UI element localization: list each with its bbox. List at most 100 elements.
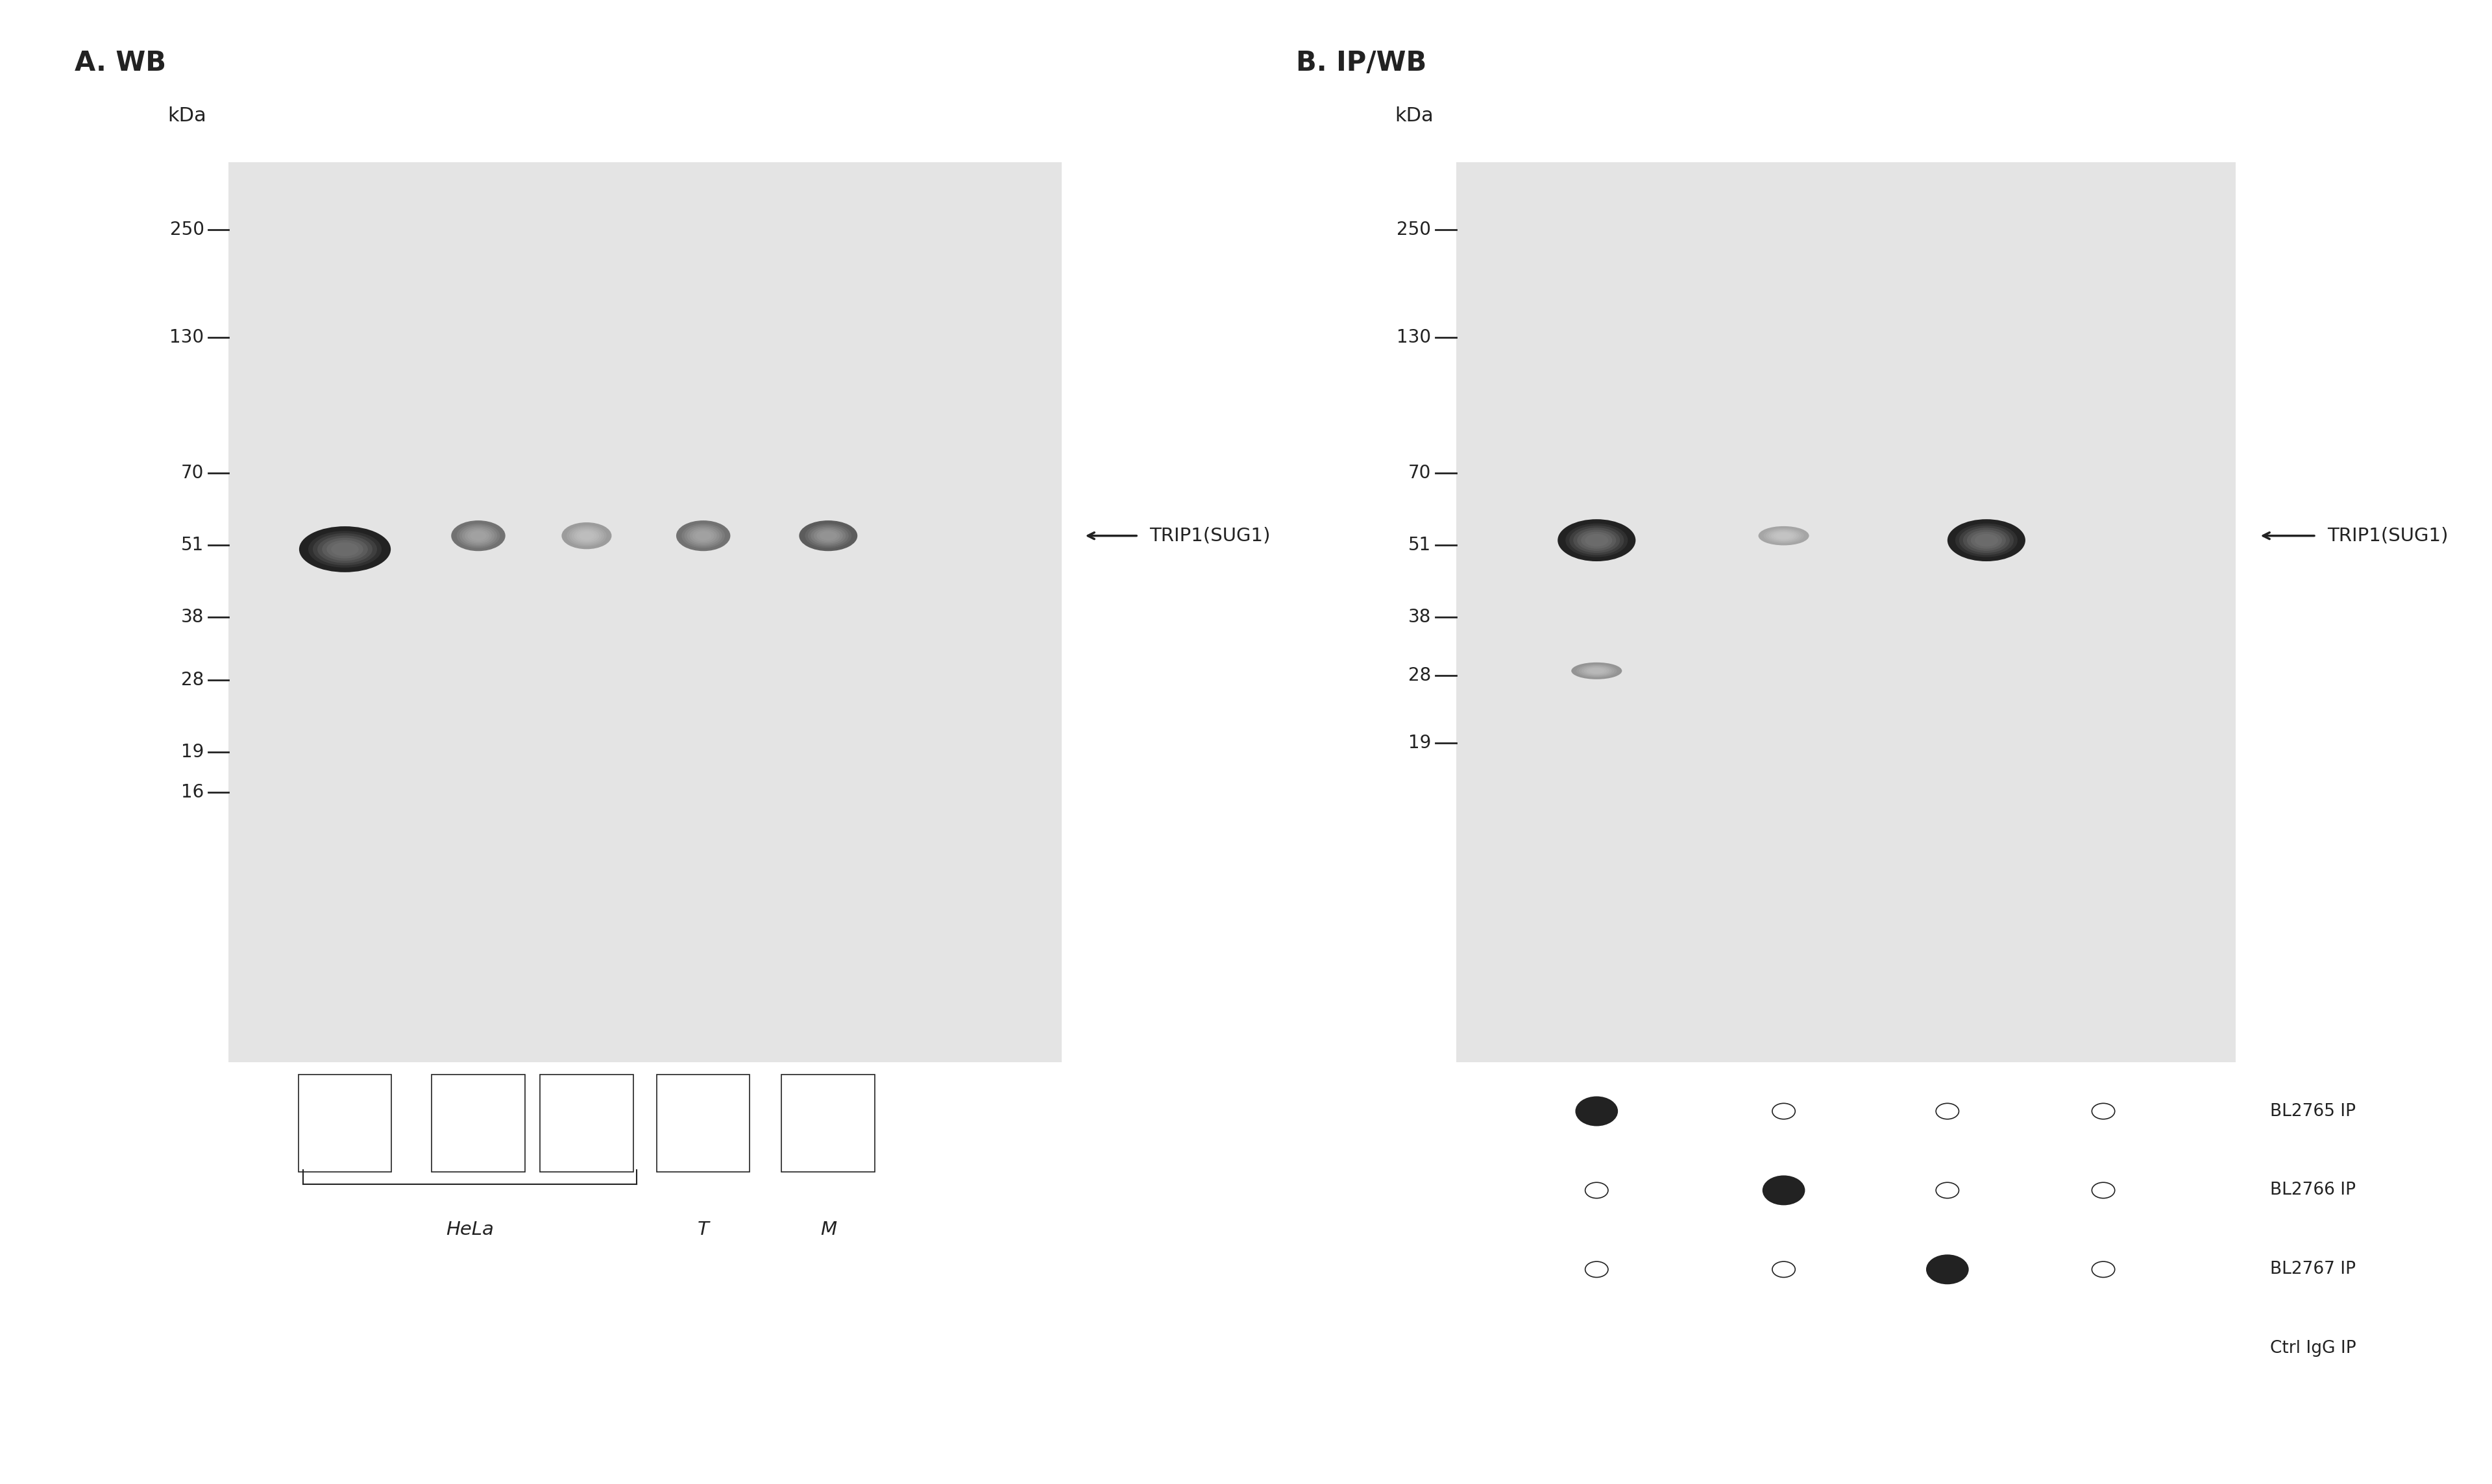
Text: 50: 50 [817,1114,840,1132]
Text: 130: 130 [169,328,204,347]
Ellipse shape [459,525,498,546]
Bar [1455,162,2235,1063]
Ellipse shape [1777,533,1792,539]
Text: B. IP/WB: B. IP/WB [1296,49,1425,77]
Ellipse shape [690,528,718,543]
Ellipse shape [464,528,491,543]
Ellipse shape [1764,528,1804,543]
Ellipse shape [683,524,725,548]
Ellipse shape [1971,531,2001,549]
Ellipse shape [571,528,601,543]
Ellipse shape [1562,521,1632,559]
Ellipse shape [1966,530,2006,551]
Ellipse shape [309,531,381,568]
FancyBboxPatch shape [658,1074,750,1172]
Ellipse shape [299,527,391,573]
Ellipse shape [1580,531,1612,549]
Text: 250: 250 [1396,221,1430,239]
Ellipse shape [802,522,855,549]
Ellipse shape [461,527,493,545]
Text: 5: 5 [581,1114,593,1132]
Ellipse shape [2083,1334,2123,1362]
Text: kDa: kDa [1396,107,1433,126]
Ellipse shape [1762,1177,1804,1205]
FancyBboxPatch shape [299,1074,391,1172]
Text: 38: 38 [182,608,204,626]
Ellipse shape [451,521,506,551]
Ellipse shape [1570,525,1625,555]
Ellipse shape [566,525,606,546]
Ellipse shape [568,527,603,545]
Ellipse shape [693,530,715,542]
FancyBboxPatch shape [541,1074,633,1172]
Text: TRIP1(SUG1): TRIP1(SUG1) [1149,527,1271,545]
Ellipse shape [1565,524,1627,556]
Ellipse shape [304,528,386,570]
Ellipse shape [573,530,598,543]
Ellipse shape [456,524,501,548]
Ellipse shape [1585,666,1610,675]
Ellipse shape [685,525,723,546]
Text: HeLa: HeLa [446,1221,493,1239]
Ellipse shape [1577,530,1617,551]
Text: BL2766 IP: BL2766 IP [2270,1181,2355,1199]
Ellipse shape [1959,525,2014,555]
Ellipse shape [561,522,611,549]
Text: BL2767 IP: BL2767 IP [2270,1261,2355,1278]
Text: 70: 70 [1408,463,1430,482]
Ellipse shape [578,531,593,540]
Ellipse shape [1964,528,2009,554]
Ellipse shape [678,522,728,549]
Ellipse shape [1956,524,2019,556]
Ellipse shape [326,540,364,558]
Ellipse shape [471,531,486,540]
Text: BL2765 IP: BL2765 IP [2270,1103,2355,1119]
Text: 15: 15 [466,1114,491,1132]
Text: 16: 16 [182,784,204,801]
Ellipse shape [331,542,359,556]
Ellipse shape [1590,668,1605,674]
Ellipse shape [1926,1255,1969,1284]
Ellipse shape [1572,662,1622,680]
Text: 50: 50 [334,1114,356,1132]
Ellipse shape [1575,663,1620,678]
Text: 50: 50 [693,1114,715,1132]
Ellipse shape [800,521,857,551]
Ellipse shape [1946,519,2026,561]
Text: TRIP1(SUG1): TRIP1(SUG1) [2328,527,2450,545]
Ellipse shape [1577,665,1617,678]
Text: 28: 28 [1408,666,1430,684]
Text: T: T [698,1221,710,1239]
FancyBboxPatch shape [431,1074,526,1172]
Ellipse shape [675,521,730,551]
Ellipse shape [321,537,369,561]
Ellipse shape [468,530,488,542]
Ellipse shape [1572,528,1620,554]
FancyBboxPatch shape [782,1074,875,1172]
Text: 19: 19 [182,743,204,761]
Ellipse shape [563,524,608,548]
Ellipse shape [815,528,842,543]
Ellipse shape [1558,519,1635,561]
Ellipse shape [805,524,852,548]
Ellipse shape [1772,531,1797,540]
Text: A. WB: A. WB [75,49,167,77]
Ellipse shape [316,536,371,562]
Text: 250: 250 [169,221,204,239]
Ellipse shape [695,531,710,540]
Ellipse shape [1769,530,1799,542]
Ellipse shape [688,527,720,545]
Ellipse shape [807,525,850,546]
Ellipse shape [1580,665,1615,677]
Text: 28: 28 [182,671,204,689]
Ellipse shape [1575,1097,1617,1125]
Text: 51: 51 [1408,536,1430,554]
Ellipse shape [454,522,503,549]
Text: 19: 19 [1408,733,1430,752]
Ellipse shape [576,530,596,542]
Ellipse shape [1585,534,1607,546]
Ellipse shape [1951,521,2021,559]
Ellipse shape [1759,527,1809,545]
Ellipse shape [314,533,376,565]
Text: 38: 38 [1408,608,1430,626]
